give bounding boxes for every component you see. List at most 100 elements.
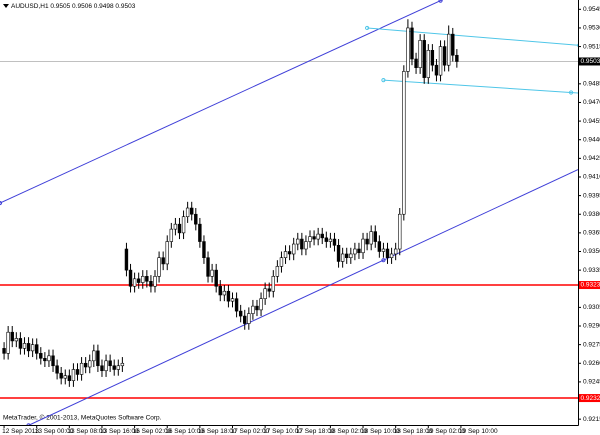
y-tick-label: 0.9305: [583, 304, 600, 311]
x-tick-label: 19 Sep 02:00: [426, 428, 465, 435]
candle-body: [18, 338, 23, 349]
anchor-point: [365, 25, 370, 31]
candle-body: [161, 257, 165, 265]
candle-body: [71, 369, 76, 381]
anchor-point: [577, 43, 578, 48]
candle-body: [185, 207, 190, 218]
candle-body: [238, 310, 243, 317]
candle-body: [177, 223, 182, 234]
candle-body: [410, 27, 414, 60]
candle-body: [222, 290, 227, 296]
candle-body: [446, 33, 451, 66]
candle-body: [230, 298, 235, 302]
x-tick-label: 13 Sep 16:00: [100, 428, 139, 435]
level-label: 0.9232: [581, 395, 600, 402]
x-tick-label: 16 Sep 10:00: [165, 428, 204, 435]
candle-body: [165, 241, 169, 265]
candle-body: [145, 276, 149, 282]
candle-body: [214, 269, 218, 287]
candle-body: [59, 372, 63, 379]
candle-body: [357, 248, 361, 254]
candle-body: [190, 207, 194, 215]
candle-body: [451, 33, 455, 56]
candle-body: [198, 223, 202, 242]
x-tick-label: 18 Sep 10:00: [361, 428, 400, 435]
candle-body: [296, 238, 300, 245]
x-tick-label: 17 Sep 10:00: [263, 428, 302, 435]
candle-body: [455, 54, 459, 62]
candle-body: [332, 238, 337, 246]
candle-body: [283, 251, 288, 259]
x-tick-label: 16 Sep 02:00: [133, 428, 172, 435]
x-tick-label: 17 Sep 02:00: [231, 428, 270, 435]
y-tick-label: 0.9425: [583, 155, 600, 162]
candle-body: [35, 344, 39, 354]
candle-body: [418, 40, 422, 68]
trendline: [383, 79, 578, 94]
x-tick-label: 18 Sep 18:00: [394, 428, 433, 435]
trendline: [0, 0, 444, 204]
candle-body: [434, 64, 439, 76]
x-tick-label: 18 Sep 02:00: [328, 428, 367, 435]
candle-body: [259, 298, 263, 311]
candle-body: [206, 257, 210, 277]
candle-body: [124, 248, 129, 271]
candle-body: [2, 348, 6, 354]
candle-body: [63, 375, 67, 379]
menu-icon[interactable]: [3, 4, 9, 8]
candle-body: [430, 49, 435, 66]
candle-body: [141, 276, 145, 283]
candle-body: [75, 369, 80, 375]
candle-body: [169, 228, 174, 242]
y-tick-label: 0.9275: [583, 341, 600, 348]
candle-body: [275, 266, 280, 277]
footer: MetaTrader, © 2001-2013, MetaQuotes Soft…: [3, 414, 162, 422]
candle-body: [271, 276, 275, 292]
candle-body: [414, 58, 418, 68]
level-label-bg: [579, 281, 600, 290]
level-label: 0.9323: [581, 282, 600, 289]
candle-body: [369, 231, 373, 245]
candle-body: [389, 253, 394, 259]
y-tick-label: 0.9245: [583, 379, 600, 386]
candle-body: [128, 269, 133, 287]
chart-title: AUDUSD,H1 0.9505 0.9506 0.9498 0.9503: [11, 3, 136, 10]
candle-body: [422, 40, 426, 78]
candle-body: [112, 365, 116, 370]
candle-body: [291, 243, 296, 255]
candle-body: [92, 350, 96, 362]
candle-body: [67, 375, 72, 381]
x-tick-label: 12 Sep 2013: [2, 428, 39, 435]
level-label-bg: [579, 394, 600, 403]
candle-body: [202, 241, 206, 259]
candle-body: [377, 241, 382, 252]
x-tick-label: 19 Sep 10:00: [459, 428, 498, 435]
candle-body: [104, 360, 108, 372]
candle-body: [442, 46, 447, 66]
x-tick-label: 13 Sep 00:00: [35, 428, 74, 435]
anchor-point: [26, 423, 31, 425]
candle-body: [153, 276, 157, 287]
candle-body: [304, 241, 308, 250]
x-tick-label: 17 Sep 18:00: [296, 428, 335, 435]
candle-body: [255, 305, 259, 311]
candle-body: [116, 365, 120, 370]
y-tick-label: 0.9515: [583, 43, 600, 50]
y-tick-label: 0.9485: [583, 81, 600, 88]
candle-body: [6, 331, 10, 354]
y-tick-label: 0.9335: [583, 267, 600, 274]
candle-body: [336, 244, 341, 262]
candle-body: [39, 353, 43, 359]
candle-body: [79, 362, 84, 375]
candle-body: [51, 355, 55, 367]
candle-body: [14, 338, 19, 342]
candle-body: [157, 257, 161, 277]
candle-body: [88, 360, 92, 368]
candle-body: [381, 248, 386, 252]
anchor-point: [381, 258, 386, 263]
